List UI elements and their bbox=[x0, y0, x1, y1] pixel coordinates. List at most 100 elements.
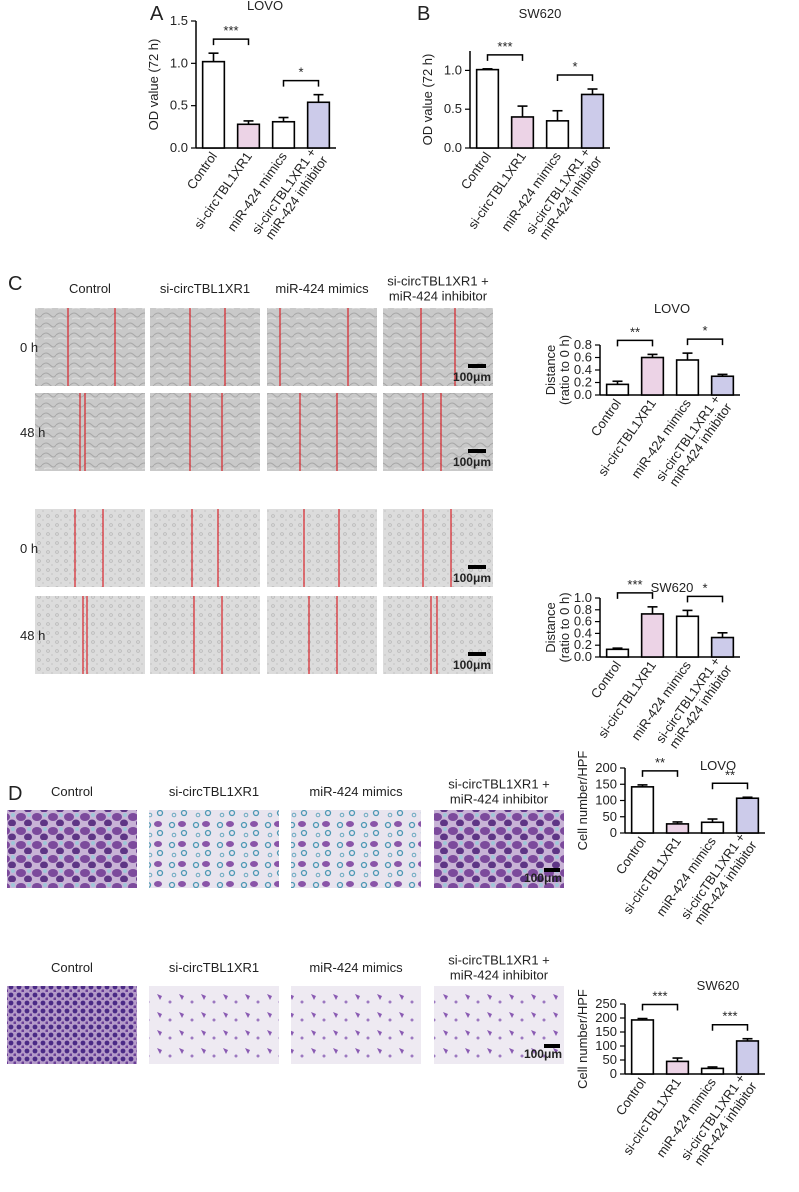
scale-label: 100μm bbox=[453, 455, 491, 469]
y-axis-label-line: Cell number/HPF bbox=[575, 989, 590, 1089]
image bbox=[434, 986, 564, 1064]
image bbox=[267, 509, 377, 587]
significance-bracket bbox=[616, 592, 654, 599]
significance-bracket bbox=[711, 1023, 749, 1031]
scale-bar bbox=[468, 364, 486, 368]
image bbox=[383, 596, 493, 674]
significance-label: *** bbox=[223, 23, 238, 38]
y-axis-label: OD value (72 h) bbox=[146, 39, 161, 131]
y-tick-label: 1.0 bbox=[170, 55, 188, 70]
significance-label: * bbox=[572, 59, 577, 74]
significance-label: * bbox=[298, 65, 303, 80]
panel-letter: C bbox=[8, 273, 22, 295]
image bbox=[35, 596, 145, 674]
bar bbox=[201, 60, 226, 149]
x-tick-label: Control bbox=[588, 396, 624, 439]
image bbox=[149, 986, 279, 1064]
bar bbox=[236, 123, 261, 149]
row-label: 48 h bbox=[20, 425, 45, 440]
significance-bracket bbox=[711, 782, 749, 790]
y-axis-label: Distance(ratio to 0 h) bbox=[543, 592, 572, 662]
y-tick-label: 1.0 bbox=[444, 62, 462, 77]
column-header: si-circTBL1XR1 bbox=[169, 784, 259, 799]
y-tick-label: 0.2 bbox=[574, 637, 592, 652]
chart-title: LOVO bbox=[654, 301, 690, 316]
row-label: 0 h bbox=[20, 340, 38, 355]
image bbox=[267, 393, 377, 471]
chart-title: SW620 bbox=[697, 978, 740, 993]
image bbox=[150, 393, 260, 471]
scale-label: 100μm bbox=[453, 370, 491, 384]
bar bbox=[710, 636, 735, 658]
significance-label: ** bbox=[655, 755, 665, 770]
column-header: miR-424 mimics bbox=[309, 784, 403, 799]
x-tick-label: Control bbox=[613, 834, 649, 877]
column-header-line: si-circTBL1XR1 + bbox=[448, 777, 550, 792]
image bbox=[383, 509, 493, 587]
image bbox=[267, 308, 377, 386]
chart-title: SW620 bbox=[651, 580, 694, 595]
significance-bracket bbox=[641, 1003, 679, 1011]
y-axis-label-line: (ratio to 0 h) bbox=[557, 592, 572, 662]
scale-bar bbox=[468, 449, 486, 453]
column-header: Control bbox=[51, 784, 93, 799]
column-header: si-circTBL1XR1 bbox=[169, 960, 259, 975]
column-header-line: si-circTBL1XR1 + bbox=[387, 274, 489, 289]
micrograph bbox=[35, 308, 145, 386]
column-header: miR-424 mimics bbox=[309, 960, 403, 975]
image bbox=[267, 596, 377, 674]
bar bbox=[605, 648, 630, 658]
panel-letter: B bbox=[417, 3, 430, 25]
bar bbox=[640, 613, 665, 658]
bar bbox=[700, 1067, 725, 1075]
bar bbox=[475, 68, 500, 149]
y-axis-label-line: OD value (72 h) bbox=[420, 54, 435, 146]
bar bbox=[665, 1060, 690, 1075]
y-tick-label: 250 bbox=[595, 996, 617, 1011]
y-tick-label: 0.0 bbox=[574, 387, 592, 402]
significance-bracket bbox=[641, 770, 679, 777]
micrograph bbox=[150, 509, 260, 587]
y-tick-label: 0.6 bbox=[574, 350, 592, 365]
bar bbox=[710, 375, 735, 396]
micrograph: 100μm bbox=[383, 596, 493, 674]
y-tick-label: 0 bbox=[610, 825, 617, 840]
image bbox=[35, 393, 145, 471]
micrograph bbox=[267, 393, 377, 471]
image bbox=[35, 509, 145, 587]
x-tick-label: Control bbox=[588, 658, 624, 701]
y-tick-label: 0 bbox=[610, 1066, 617, 1081]
image bbox=[35, 308, 145, 386]
y-tick-label: 200 bbox=[595, 760, 617, 775]
scale-bar bbox=[544, 868, 560, 872]
bar bbox=[735, 1040, 760, 1075]
significance-label: *** bbox=[652, 989, 667, 1004]
x-tick-label: Control bbox=[184, 149, 220, 192]
significance-label: ** bbox=[725, 767, 735, 782]
column-header: si-circTBL1XR1 + miR-424 inhibitor bbox=[387, 274, 489, 304]
significance-label: *** bbox=[497, 39, 512, 54]
row-label: 0 h bbox=[20, 541, 38, 556]
bar bbox=[735, 797, 760, 834]
micrograph: 100μm bbox=[383, 509, 493, 587]
image bbox=[150, 308, 260, 386]
image bbox=[291, 986, 421, 1064]
significance-bracket bbox=[556, 74, 594, 82]
significance-label: * bbox=[702, 580, 707, 595]
image bbox=[383, 308, 493, 386]
y-axis-label-line: OD value (72 h) bbox=[146, 39, 161, 131]
micrograph bbox=[267, 308, 377, 386]
column-header-line: si-circTBL1XR1 + bbox=[448, 953, 550, 968]
image bbox=[150, 509, 260, 587]
image bbox=[291, 810, 421, 888]
y-axis-label: OD value (72 h) bbox=[420, 54, 435, 146]
image bbox=[7, 810, 137, 888]
micrograph bbox=[150, 308, 260, 386]
significance-label: *** bbox=[722, 1009, 737, 1024]
panel-letter: A bbox=[150, 3, 164, 25]
y-tick-label: 150 bbox=[595, 1024, 617, 1039]
scale-bar bbox=[544, 1044, 560, 1048]
